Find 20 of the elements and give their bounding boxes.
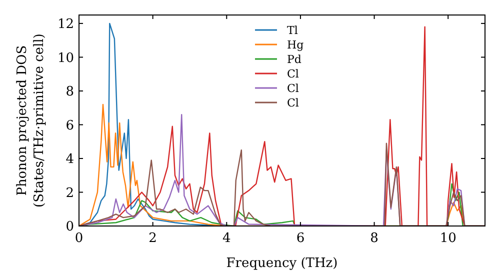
legend-label: Tl (287, 24, 298, 37)
x-tick-label: 8 (370, 231, 378, 246)
y-tick-label: 10 (57, 50, 74, 66)
y-axis-title: Phonon projected DOS (States/THz·primitive cell) (15, 33, 47, 208)
y-tick-label: 0 (66, 220, 74, 235)
x-tick-label: 10 (440, 231, 456, 246)
y-tick-label: 8 (66, 84, 74, 100)
legend-label: Cl (287, 96, 300, 110)
legend-label: Hg (287, 38, 304, 52)
y-tick-label: 12 (57, 16, 74, 32)
legend-label: Cl (287, 82, 300, 95)
x-axis-title: Frequency (THz) (226, 256, 338, 271)
legend-label: Cl (287, 67, 300, 80)
y-tick-label: 2 (66, 186, 74, 201)
y-tick-label: 6 (66, 118, 74, 134)
x-tick-label: 4 (222, 231, 231, 246)
legend-label: Pd (287, 52, 302, 66)
x-tick-label: 6 (296, 231, 305, 246)
x-tick-label: 2 (148, 231, 157, 246)
y-tick-label: 4 (66, 152, 74, 168)
